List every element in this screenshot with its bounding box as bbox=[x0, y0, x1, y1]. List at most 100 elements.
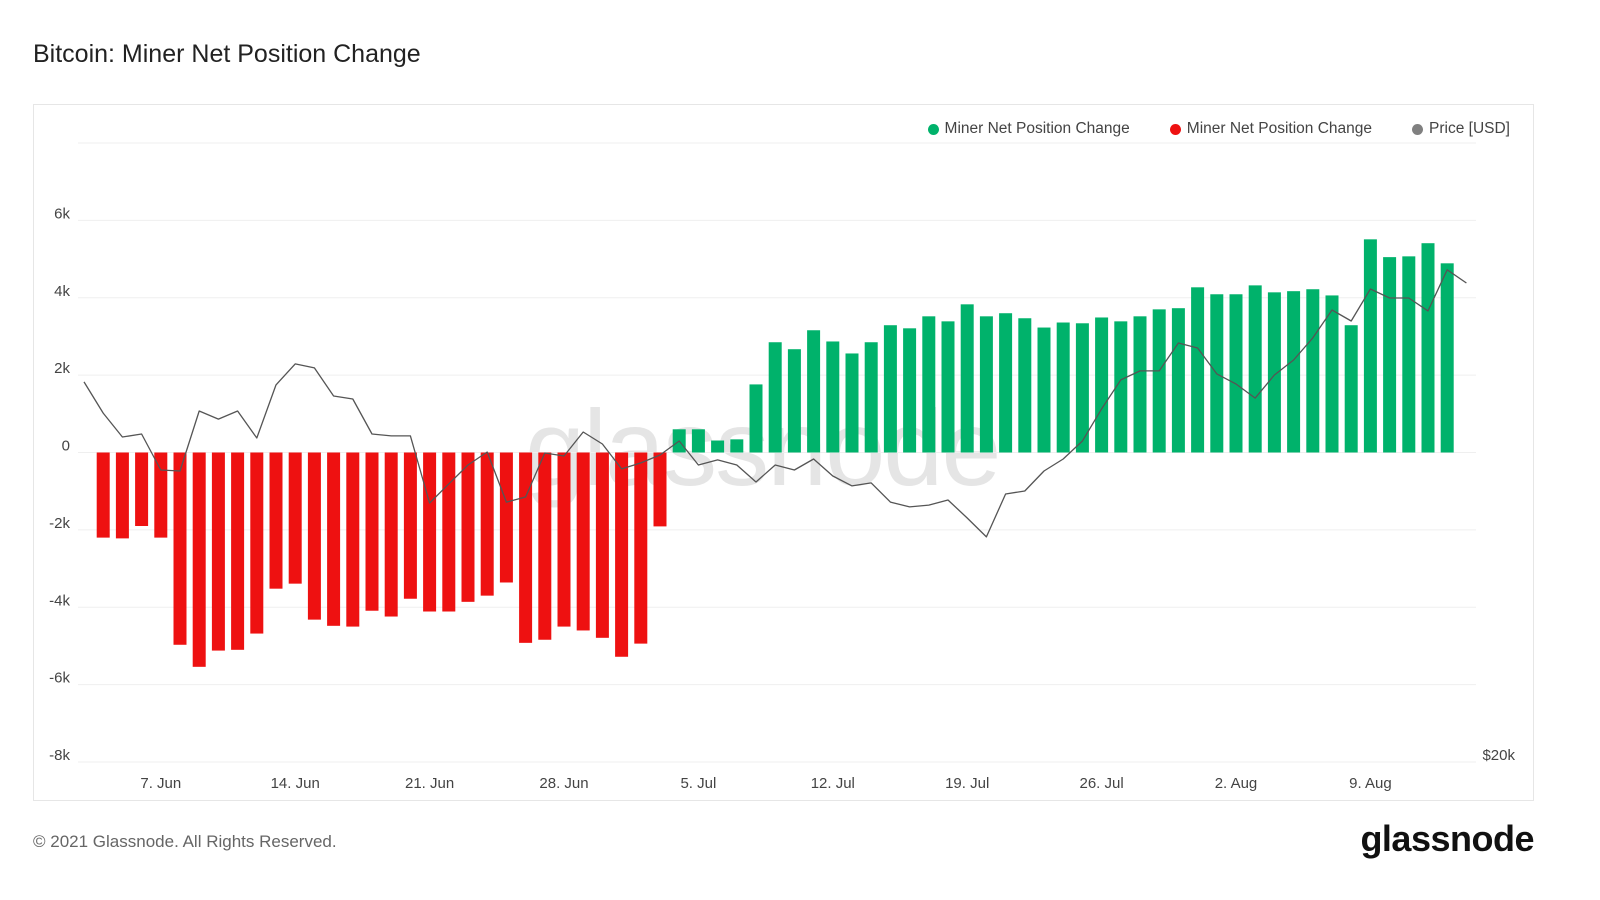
bar-positive bbox=[807, 330, 821, 453]
x-tick-label: 26. Jul bbox=[1079, 775, 1123, 792]
bar-positive bbox=[1344, 325, 1358, 453]
bar-negative bbox=[231, 452, 245, 650]
bar-positive bbox=[1306, 289, 1320, 453]
bar-negative bbox=[365, 452, 379, 611]
legend-dot-icon bbox=[927, 123, 939, 135]
legend-item-negative[interactable]: Miner Net Position Change bbox=[1169, 120, 1373, 138]
x-tick-label: 9. Aug bbox=[1349, 775, 1392, 792]
bar-negative bbox=[154, 452, 168, 538]
glassnode-logo[interactable]: glassnode bbox=[1360, 818, 1534, 859]
bar-positive bbox=[1229, 294, 1243, 453]
bar-negative bbox=[211, 452, 225, 651]
y-tick-label: 2k bbox=[54, 360, 70, 377]
bar-negative bbox=[615, 452, 629, 657]
bar-positive bbox=[1325, 295, 1339, 453]
x-tick-label: 5. Jul bbox=[680, 775, 716, 792]
bar-negative bbox=[173, 452, 187, 645]
bar-negative bbox=[96, 452, 110, 538]
y-tick-label: -2k bbox=[49, 515, 70, 532]
bar-negative bbox=[115, 452, 129, 539]
y-tick-label: -6k bbox=[49, 670, 70, 687]
y-tick-label: 0 bbox=[62, 438, 70, 455]
bar-positive bbox=[922, 316, 936, 453]
bar-negative bbox=[346, 452, 360, 627]
bar-positive bbox=[1402, 256, 1416, 453]
bar-negative bbox=[576, 452, 590, 631]
bar-positive bbox=[883, 325, 897, 453]
x-tick-label: 19. Jul bbox=[945, 775, 989, 792]
legend-dot-icon bbox=[1412, 123, 1424, 135]
bar-negative bbox=[288, 452, 302, 584]
bar-positive bbox=[979, 316, 993, 453]
x-tick-label: 2. Aug bbox=[1215, 775, 1258, 792]
bar-positive bbox=[864, 342, 878, 453]
bar-negative bbox=[595, 452, 609, 638]
bar-positive bbox=[1018, 318, 1032, 453]
price-line bbox=[83, 269, 1467, 538]
bar-positive bbox=[730, 439, 744, 453]
bar-positive bbox=[1114, 321, 1128, 453]
bar-positive bbox=[1363, 239, 1377, 453]
bar-negative bbox=[327, 452, 341, 626]
bar-negative bbox=[192, 452, 206, 667]
bar-negative bbox=[307, 452, 321, 620]
legend-label: Miner Net Position Change bbox=[944, 120, 1130, 137]
bar-negative bbox=[653, 452, 667, 527]
bar-negative bbox=[442, 452, 456, 612]
bar-positive bbox=[1248, 285, 1262, 453]
x-tick-label: 7. Jun bbox=[140, 775, 181, 792]
bar-negative bbox=[519, 452, 533, 643]
bar-positive bbox=[1037, 327, 1051, 453]
bar-positive bbox=[1075, 323, 1089, 453]
bar-positive bbox=[1133, 316, 1147, 453]
y-tick-label: 6k bbox=[54, 205, 70, 222]
bar-negative bbox=[499, 452, 513, 583]
bar-positive bbox=[1095, 317, 1109, 453]
y-tick-label: -8k bbox=[49, 747, 70, 764]
x-tick-label: 21. Jun bbox=[405, 775, 454, 792]
chart-frame bbox=[33, 104, 1534, 801]
bar-negative bbox=[403, 452, 417, 599]
legend-label: Miner Net Position Change bbox=[1186, 120, 1373, 137]
bar-positive bbox=[787, 349, 801, 453]
bar-positive bbox=[749, 384, 763, 453]
bar-negative bbox=[423, 452, 437, 612]
bar-positive bbox=[960, 304, 974, 453]
legend-item-positive[interactable]: Miner Net Position Change bbox=[927, 120, 1130, 138]
x-tick-label: 28. Jun bbox=[539, 775, 588, 792]
copyright: © 2021 Glassnode. All Rights Reserved. bbox=[33, 832, 337, 851]
bar-positive bbox=[1152, 309, 1166, 453]
bar-negative bbox=[461, 452, 475, 602]
bar-positive bbox=[1191, 287, 1205, 453]
bar-negative bbox=[480, 452, 494, 596]
legend-dot-icon bbox=[1169, 123, 1181, 135]
legend-label: Price [USD] bbox=[1429, 120, 1510, 137]
x-tick-label: 14. Jun bbox=[271, 775, 320, 792]
y2-tick-label: $20k bbox=[1482, 747, 1515, 764]
bar-positive bbox=[941, 321, 955, 453]
bar-positive bbox=[1440, 263, 1454, 453]
bar-positive bbox=[1421, 243, 1435, 453]
bar-positive bbox=[845, 353, 859, 453]
bar-negative bbox=[557, 452, 571, 627]
y-tick-label: -4k bbox=[49, 592, 70, 609]
legend: Miner Net Position Change Miner Net Posi… bbox=[927, 120, 1510, 138]
bar-negative bbox=[634, 452, 648, 644]
bar-negative bbox=[250, 452, 264, 634]
bar-positive bbox=[691, 429, 705, 453]
chart-title: Bitcoin: Miner Net Position Change bbox=[33, 40, 421, 68]
bar-positive bbox=[768, 342, 782, 453]
bar-positive bbox=[999, 313, 1013, 453]
bar-negative bbox=[384, 452, 398, 617]
x-tick-label: 12. Jul bbox=[811, 775, 855, 792]
bar-positive bbox=[903, 328, 917, 453]
bar-positive bbox=[1287, 291, 1301, 453]
bar-positive bbox=[1056, 322, 1070, 453]
bar-positive bbox=[1171, 308, 1185, 453]
bar-positive bbox=[711, 440, 725, 453]
bar-positive bbox=[1383, 257, 1397, 453]
bar-negative bbox=[269, 452, 283, 589]
bar-negative bbox=[538, 452, 552, 640]
bar-positive bbox=[1267, 292, 1281, 453]
legend-item-price[interactable]: Price [USD] bbox=[1412, 120, 1510, 138]
